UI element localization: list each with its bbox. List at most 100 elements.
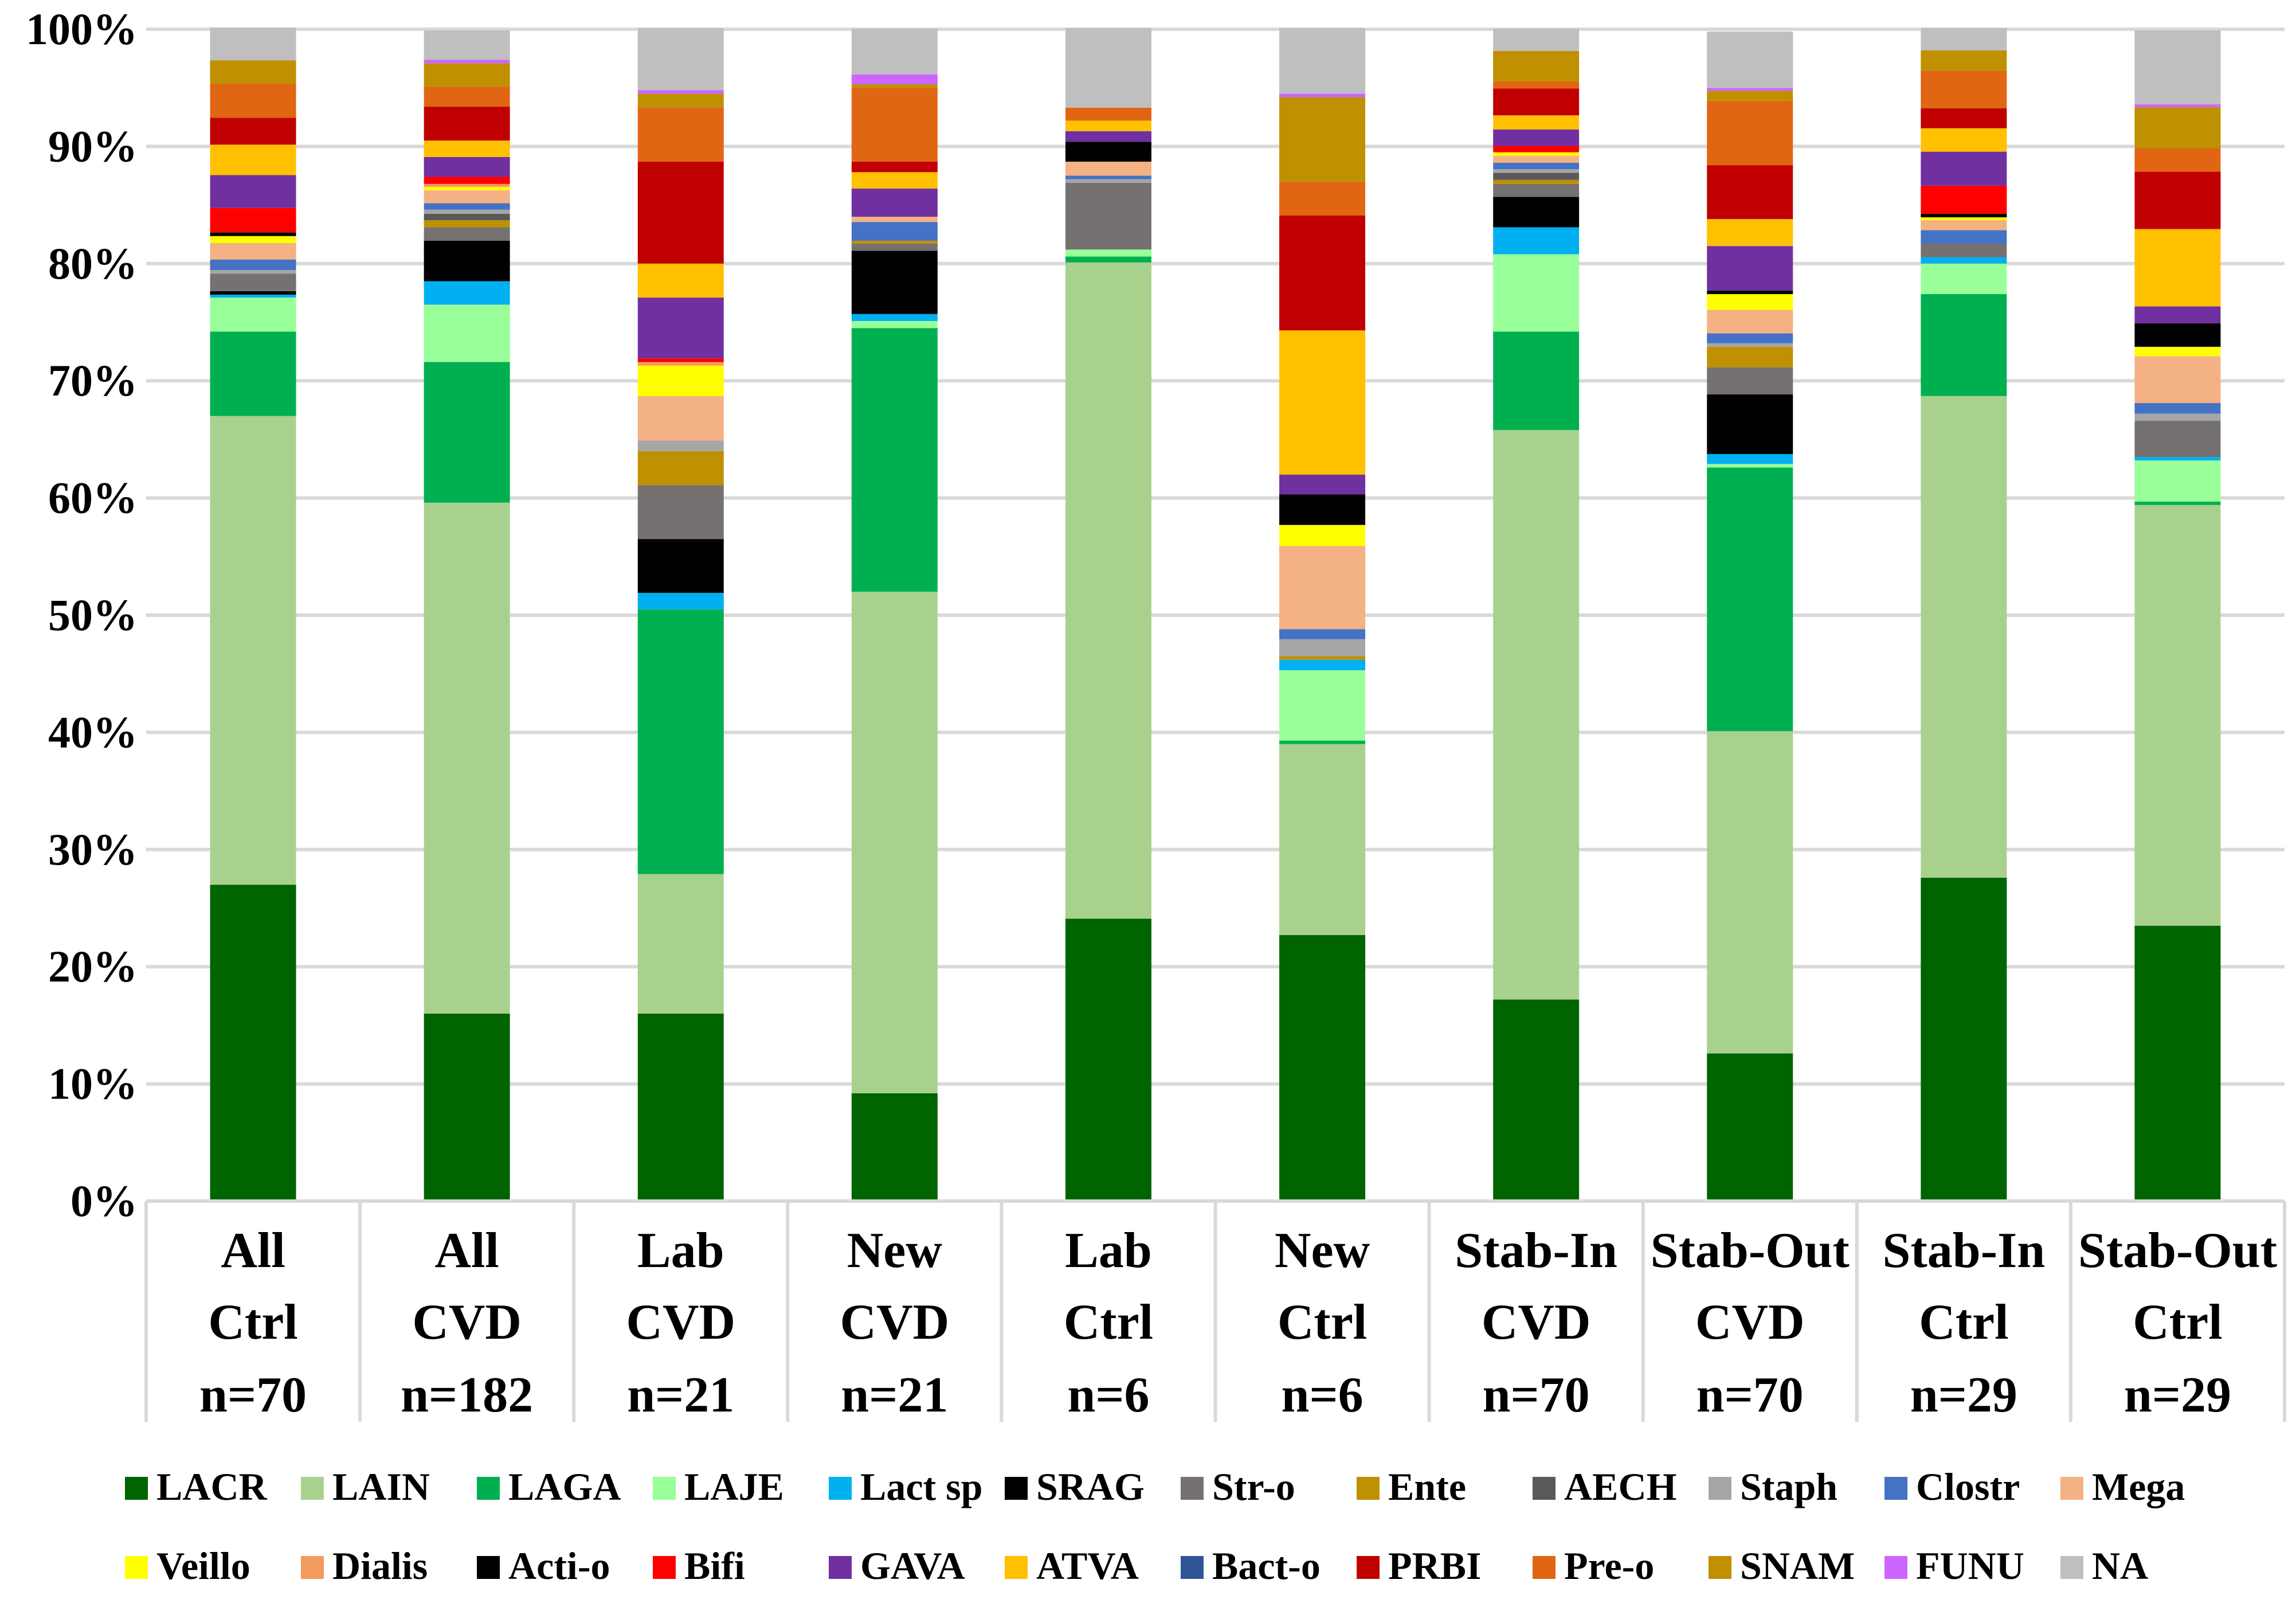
- legend-swatch: [653, 1477, 676, 1500]
- bar-segment-pre-o: [1279, 181, 1366, 216]
- bar-segment-staph: [1493, 169, 1580, 173]
- bar-segment-clostr: [424, 203, 510, 210]
- bar-segment-srag: [210, 291, 296, 295]
- bar-segment-atva: [1279, 330, 1366, 475]
- legend-label: Ente: [1388, 1465, 1466, 1508]
- bar-segment-na: [1065, 28, 1151, 108]
- bar-segment-laga: [1921, 294, 2007, 396]
- bar-segment-lacr: [1493, 999, 1580, 1201]
- legend-label: LAGA: [508, 1465, 621, 1508]
- bar-segment-mega: [1921, 220, 2007, 230]
- legend-item: Mega: [2060, 1465, 2185, 1508]
- legend-label: ATVA: [1036, 1544, 1139, 1588]
- bar-segment-staph: [424, 209, 510, 214]
- y-tick-label: 40%: [48, 707, 138, 757]
- legend-label: LACR: [156, 1465, 268, 1508]
- bar-segment-lact-sp: [1707, 453, 1793, 464]
- bar-segment-snam: [1921, 50, 2007, 71]
- bar-stack: [1279, 28, 1366, 1201]
- legend-swatch: [477, 1556, 500, 1579]
- legend-item: Veillo: [125, 1544, 250, 1588]
- bar-segment-staph: [637, 440, 724, 451]
- bar-segment-mega: [851, 217, 938, 222]
- bar-segment-lain: [210, 416, 296, 885]
- bar-segment-pre-o: [1707, 100, 1793, 166]
- bar-segment-prbi: [637, 161, 724, 264]
- legend-label: GAVA: [860, 1544, 965, 1588]
- legend-swatch: [1709, 1477, 1731, 1500]
- y-tick-label: 0%: [70, 1176, 138, 1226]
- bar-stack: [851, 28, 938, 1201]
- bar-segment-lain: [1921, 396, 2007, 878]
- bar-segment-prbi: [851, 161, 938, 173]
- bar-segment-dialis: [424, 183, 510, 187]
- y-tick-label: 80%: [48, 239, 138, 288]
- bar-segment-laje: [1493, 254, 1580, 332]
- legend-item: Clostr: [1884, 1465, 2020, 1508]
- bar-segment-lact-sp: [1493, 227, 1580, 255]
- legend-item: LAGA: [477, 1465, 621, 1508]
- bar-segment-gava: [424, 157, 510, 177]
- legend-swatch: [1533, 1556, 1556, 1579]
- bar-segment-lain: [1065, 262, 1151, 919]
- legend-item: SRAG: [1005, 1465, 1145, 1508]
- bar-segment-veillo: [1493, 152, 1580, 156]
- bar-segment-lain: [1707, 731, 1793, 1054]
- bar-segment-staph: [2134, 413, 2221, 421]
- category-label: Ctrl: [1278, 1295, 1367, 1350]
- legend-swatch: [829, 1477, 852, 1500]
- bar-segment-pre-o: [424, 87, 510, 107]
- bar-segment-bifi: [1921, 185, 2007, 214]
- bar-segment-funu: [1279, 93, 1366, 97]
- bar-segment-snam: [851, 84, 938, 88]
- category-label: CVD: [412, 1295, 522, 1350]
- legend-label: AECH: [1564, 1465, 1676, 1508]
- bar-segment-clostr: [851, 222, 938, 241]
- category-label: CVD: [626, 1295, 735, 1350]
- legend-item: Staph: [1709, 1465, 1837, 1508]
- bar-segment-srag: [1493, 197, 1580, 228]
- bar-segment-snam: [2134, 107, 2221, 148]
- bar-segment-lacr: [1921, 877, 2007, 1201]
- category-label: n=182: [401, 1367, 533, 1423]
- bar-segment-atva: [1493, 115, 1580, 130]
- bar-segment-lacr: [210, 885, 296, 1201]
- legend-label: Acti-o: [508, 1544, 610, 1588]
- bar-segment-laje: [1279, 670, 1366, 741]
- bar-segment-atva: [1707, 219, 1793, 247]
- bar-segment-clostr: [2134, 403, 2221, 414]
- bar-segment-lact-sp: [424, 281, 510, 305]
- bar-segment-atva: [637, 263, 724, 298]
- bar-segment-atva: [851, 172, 938, 189]
- bar-segment-gava: [1921, 151, 2007, 186]
- legend-swatch: [2060, 1477, 2083, 1500]
- bar-segment-laga: [851, 328, 938, 592]
- bar-segment-lacr: [1707, 1053, 1793, 1201]
- bar-segment-laje: [2134, 460, 2221, 502]
- bar-segment-srag: [1707, 394, 1793, 454]
- bar-segment-str-o: [1065, 182, 1151, 250]
- bar-segment-lact-sp: [2134, 457, 2221, 461]
- bar-segment-snam: [1493, 50, 1580, 81]
- bar-segment-acti-o: [1279, 494, 1366, 525]
- bar-segment-snam: [210, 60, 296, 84]
- category-label: n=21: [841, 1367, 948, 1423]
- category-label: n=29: [2124, 1367, 2231, 1423]
- bar-segment-funu: [424, 60, 510, 64]
- category-label: CVD: [1695, 1295, 1805, 1350]
- bar-segment-veillo: [1707, 294, 1793, 310]
- bar-segment-na: [1493, 28, 1580, 51]
- legend-item: Str-o: [1181, 1465, 1295, 1508]
- category-label: All: [434, 1223, 499, 1279]
- category-label: New: [1275, 1223, 1370, 1279]
- bar-segment-gava: [210, 175, 296, 208]
- legend-swatch: [1357, 1477, 1380, 1500]
- legend-swatch: [1884, 1477, 1907, 1500]
- bar-segment-atva: [1921, 128, 2007, 152]
- bar-segment-na: [424, 30, 510, 60]
- bar-segment-acti-o: [2134, 323, 2221, 347]
- category-label: CVD: [1482, 1295, 1591, 1350]
- bar-segment-acti-o: [1921, 213, 2007, 218]
- bar-segment-lact-sp: [637, 593, 724, 609]
